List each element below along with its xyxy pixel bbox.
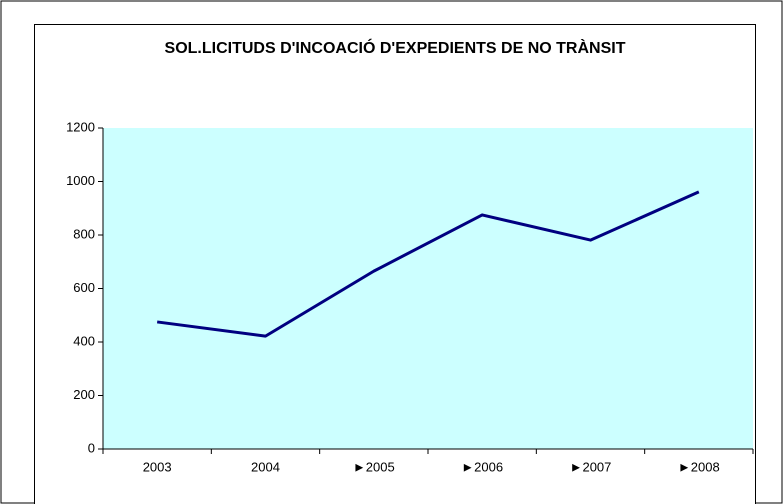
chart-title: SOL.LICITUDS D'INCOACIÓ D'EXPEDIENTS DE … xyxy=(164,40,626,57)
data-line xyxy=(156,190,700,338)
x-tick-label: ►2007 xyxy=(570,459,612,474)
x-tick-label: ►2006 xyxy=(461,459,503,474)
x-tick-label: 2003 xyxy=(143,459,172,474)
y-tick-label: 800 xyxy=(73,226,95,241)
plot-area xyxy=(103,128,753,449)
y-tick-label: 400 xyxy=(73,333,95,348)
y-tick-label: 0 xyxy=(88,440,95,455)
x-tick-label: 2004 xyxy=(251,459,280,474)
y-tick-label: 600 xyxy=(73,280,95,295)
y-tick-label: 1000 xyxy=(66,173,95,188)
x-tick-label: ►2008 xyxy=(678,459,720,474)
y-tick-label: 1200 xyxy=(66,119,95,134)
x-tick-label: ►2005 xyxy=(353,459,395,474)
y-tick-label: 200 xyxy=(73,387,95,402)
